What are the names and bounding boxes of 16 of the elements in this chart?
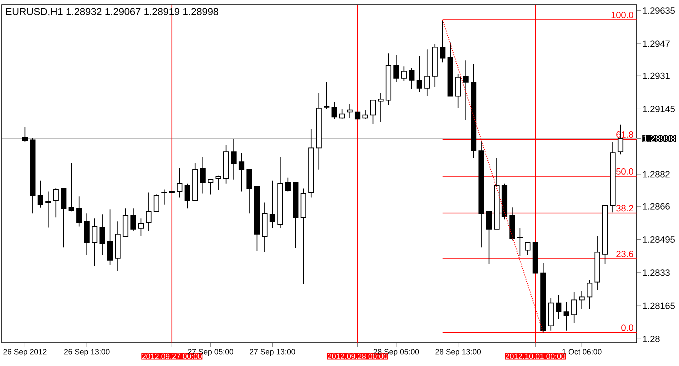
y-tick-label: 1.29635 — [643, 8, 675, 14]
y-tick-label: 1.28 — [643, 336, 660, 342]
annotation: 0.0 — [622, 324, 634, 332]
y-tick-label: 1.28495 — [643, 236, 675, 243]
y-tick-label: 1.2882 — [643, 171, 670, 178]
y-tick-label: 1.29145 — [643, 106, 675, 112]
y-tick-label: 1.28165 — [643, 302, 675, 310]
y-tick-label: 1.28998 — [644, 136, 676, 142]
y-tick-label: 1.2931 — [643, 72, 670, 80]
y-tick-label: 1.2866 — [643, 203, 670, 210]
y-tick-label: 1.2947 — [643, 40, 670, 48]
annotation: 23.6 — [616, 251, 634, 258]
annotation: 50.0 — [616, 168, 634, 175]
annotation: 38.2 — [616, 205, 634, 212]
annotation: 100.0 — [612, 12, 634, 18]
y-tick-label: 1.2833 — [643, 270, 670, 276]
